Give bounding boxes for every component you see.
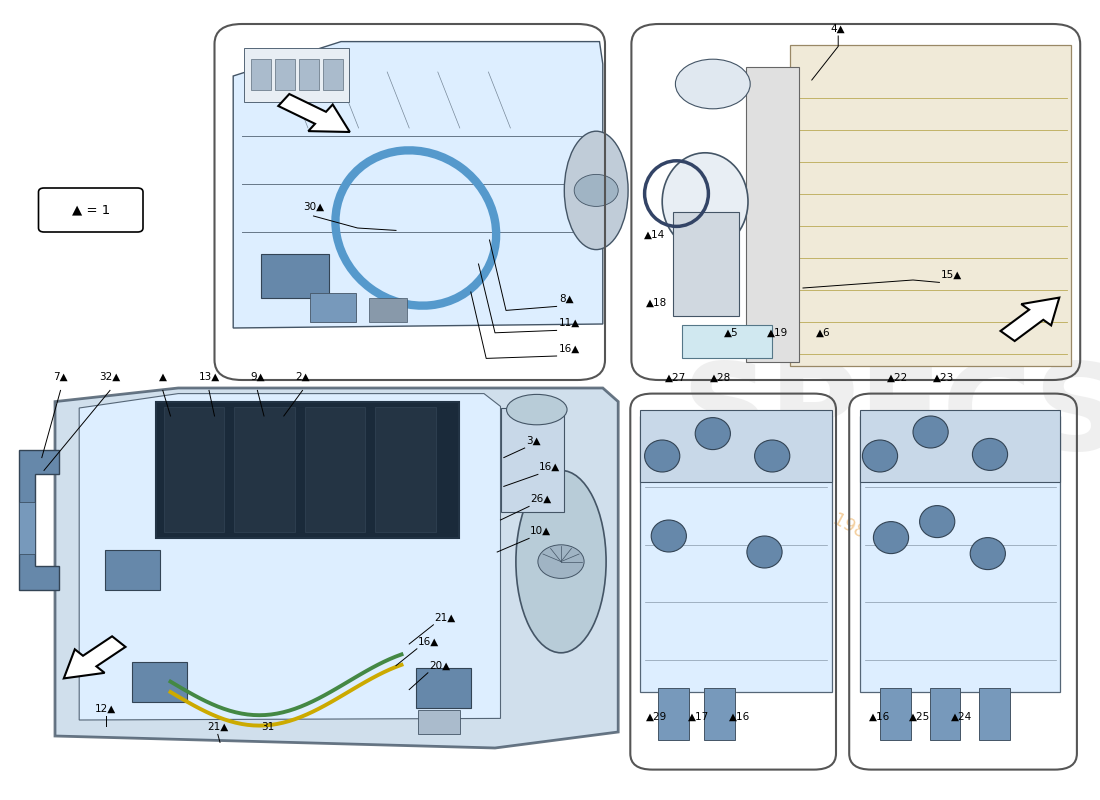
Bar: [251, 59, 271, 90]
Bar: [860, 416, 1060, 692]
Text: ▲28: ▲28: [710, 372, 732, 382]
Text: 12▲: 12▲: [95, 704, 117, 714]
Text: 8▲: 8▲: [559, 294, 573, 304]
Ellipse shape: [862, 440, 898, 472]
Bar: [275, 59, 295, 90]
Bar: [658, 688, 689, 740]
Text: ▲27: ▲27: [664, 372, 686, 382]
Bar: [164, 407, 224, 532]
Text: ▲17: ▲17: [688, 712, 710, 722]
Text: 26▲: 26▲: [530, 494, 551, 504]
Bar: [880, 688, 911, 740]
Bar: [673, 212, 739, 316]
Ellipse shape: [675, 59, 750, 109]
Text: ▲23: ▲23: [933, 372, 955, 382]
Text: ▲14: ▲14: [645, 230, 665, 240]
Bar: [305, 407, 365, 532]
Ellipse shape: [516, 470, 606, 653]
Bar: [790, 45, 1071, 366]
Text: ▲29: ▲29: [646, 712, 668, 722]
Polygon shape: [19, 450, 59, 590]
Text: 30▲: 30▲: [302, 202, 324, 212]
Bar: [368, 298, 407, 322]
Text: ▲19: ▲19: [767, 328, 789, 338]
Text: 4▲: 4▲: [830, 23, 846, 34]
Polygon shape: [1001, 298, 1059, 341]
Bar: [640, 410, 832, 482]
FancyBboxPatch shape: [39, 188, 143, 232]
Bar: [375, 407, 436, 532]
Ellipse shape: [755, 440, 790, 472]
Bar: [19, 502, 35, 554]
Text: 2▲: 2▲: [295, 371, 310, 382]
Ellipse shape: [651, 520, 686, 552]
Ellipse shape: [574, 174, 618, 206]
Bar: [299, 59, 319, 90]
Text: ▲25: ▲25: [909, 712, 931, 722]
Bar: [979, 688, 1010, 740]
Bar: [704, 688, 735, 740]
Bar: [500, 408, 564, 512]
Polygon shape: [278, 94, 350, 132]
Ellipse shape: [662, 153, 748, 250]
Bar: [418, 710, 460, 734]
Ellipse shape: [506, 394, 568, 425]
Ellipse shape: [645, 440, 680, 472]
Bar: [860, 410, 1060, 482]
Text: ▲ = 1: ▲ = 1: [72, 203, 110, 217]
Text: 10▲: 10▲: [530, 526, 551, 536]
Text: 20▲: 20▲: [429, 661, 450, 670]
Polygon shape: [64, 636, 125, 678]
Ellipse shape: [920, 506, 955, 538]
Polygon shape: [233, 42, 603, 328]
Text: 32▲: 32▲: [99, 371, 121, 382]
Bar: [156, 402, 459, 538]
Text: ▲: ▲: [158, 371, 167, 382]
Text: not parts since 1986: not parts since 1986: [706, 445, 878, 547]
Text: 7▲: 7▲: [53, 371, 68, 382]
Bar: [310, 293, 356, 322]
Ellipse shape: [695, 418, 730, 450]
Text: 21▲: 21▲: [434, 613, 455, 622]
Text: 11▲: 11▲: [559, 318, 580, 328]
Bar: [234, 407, 295, 532]
Text: 9▲: 9▲: [250, 371, 265, 382]
Text: 31: 31: [261, 722, 274, 732]
Bar: [682, 325, 772, 358]
Text: ▲16: ▲16: [869, 712, 891, 722]
Text: ▲5: ▲5: [724, 328, 739, 338]
Text: 16▲: 16▲: [418, 637, 439, 646]
Text: ▲16: ▲16: [728, 712, 750, 722]
Bar: [323, 59, 343, 90]
Ellipse shape: [564, 131, 628, 250]
Text: ▲18: ▲18: [647, 298, 668, 308]
Text: 15▲: 15▲: [940, 270, 961, 280]
Text: ▲6: ▲6: [815, 328, 830, 338]
Ellipse shape: [538, 545, 584, 578]
Bar: [930, 688, 960, 740]
Text: ▲24: ▲24: [950, 712, 972, 722]
Bar: [640, 416, 832, 692]
Text: ▲22: ▲22: [887, 372, 909, 382]
Text: 21▲: 21▲: [207, 722, 229, 732]
Bar: [132, 662, 187, 702]
Text: 16▲: 16▲: [539, 462, 560, 472]
Ellipse shape: [747, 536, 782, 568]
Ellipse shape: [913, 416, 948, 448]
Ellipse shape: [873, 522, 909, 554]
Bar: [261, 254, 329, 298]
Bar: [104, 550, 160, 590]
Text: 13▲: 13▲: [198, 371, 220, 382]
Ellipse shape: [970, 538, 1005, 570]
Text: 3▲: 3▲: [526, 435, 540, 446]
Polygon shape: [55, 388, 618, 748]
Text: SPECS: SPECS: [681, 358, 1100, 474]
Ellipse shape: [972, 438, 1008, 470]
Bar: [746, 67, 799, 362]
Polygon shape: [79, 394, 500, 720]
Bar: [416, 668, 471, 708]
Text: 16▲: 16▲: [559, 344, 580, 354]
Bar: [244, 48, 349, 102]
